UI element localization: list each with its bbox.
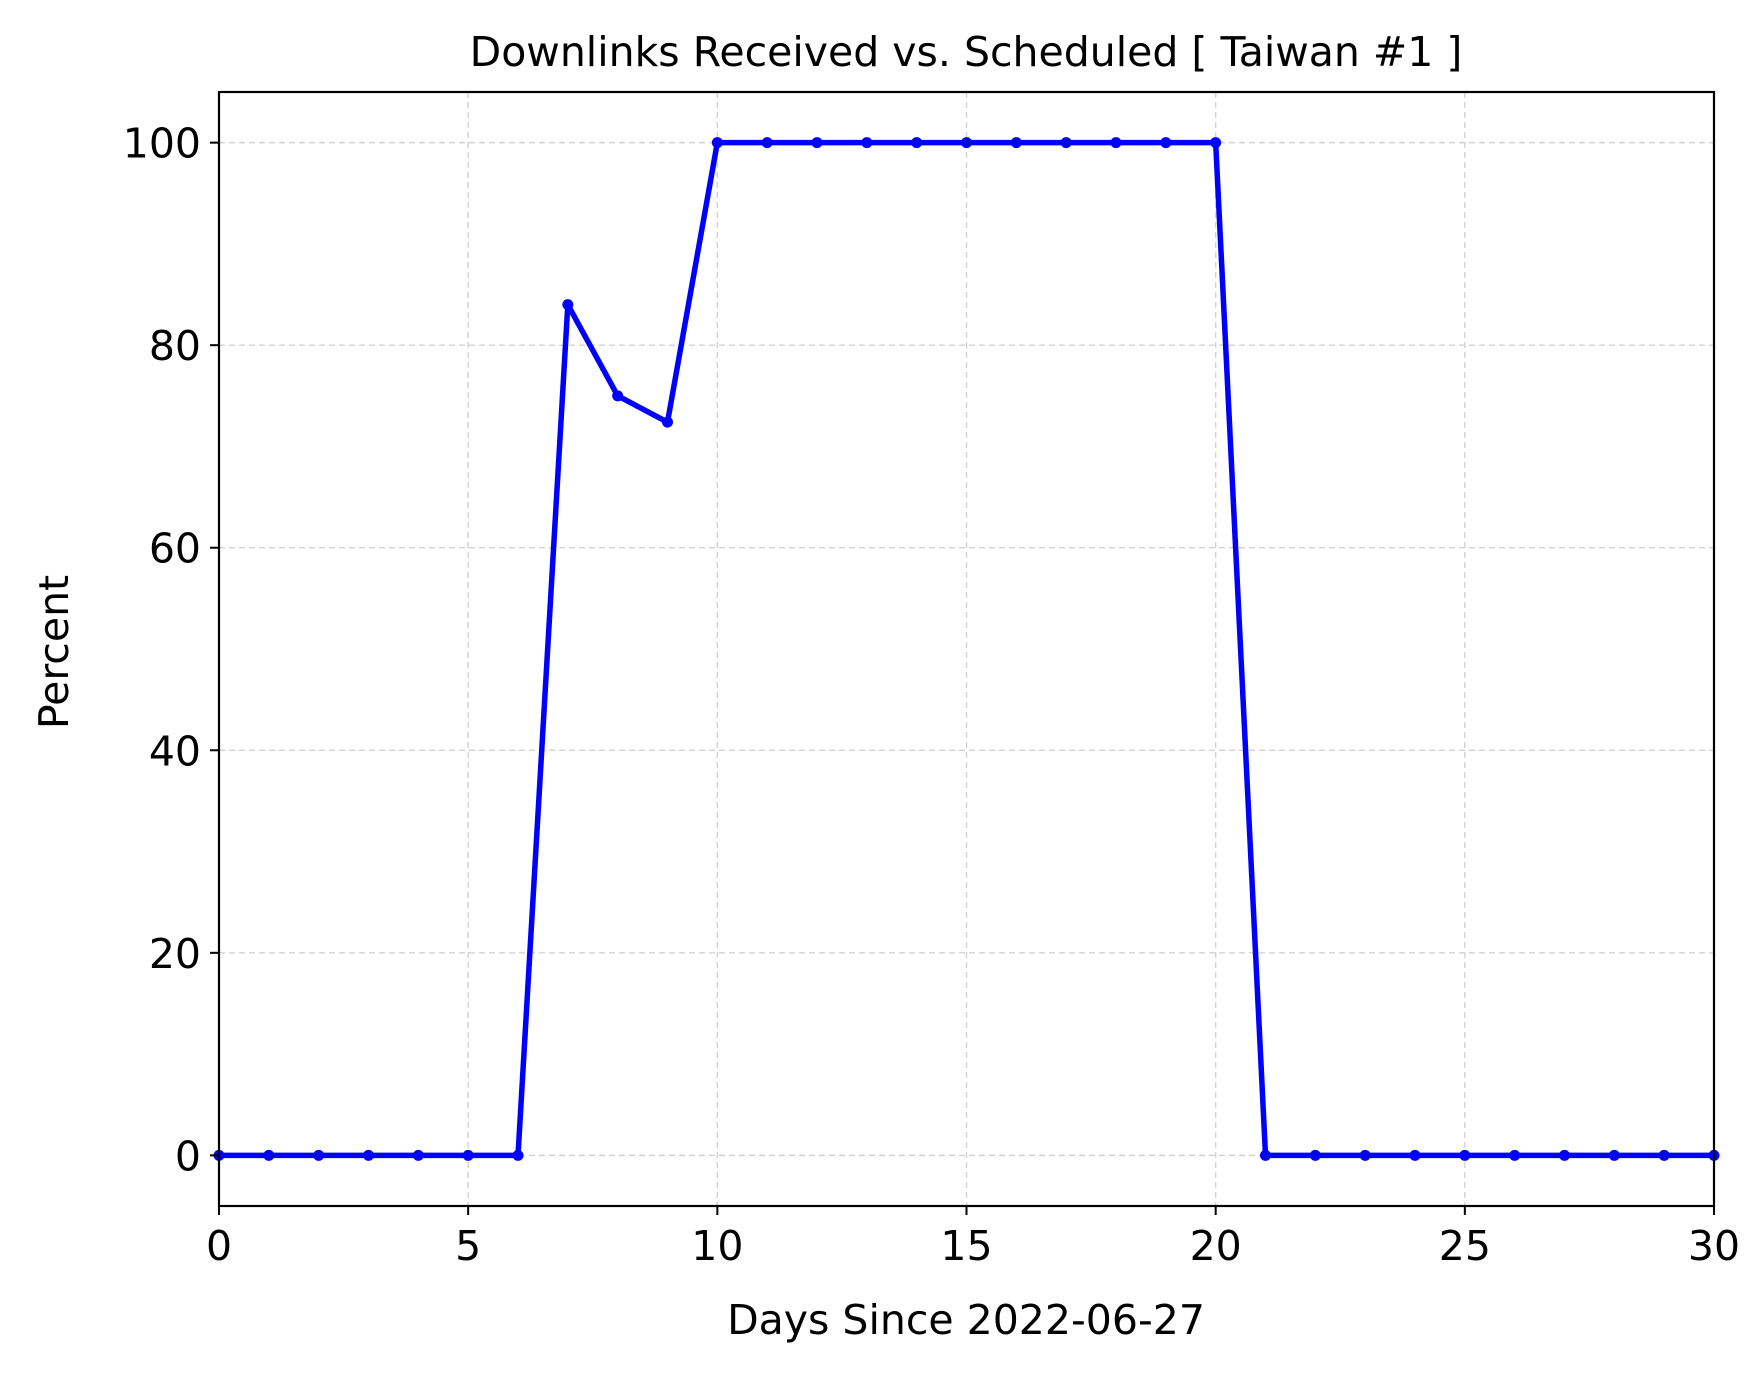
data-point: [711, 137, 723, 149]
data-point: [1459, 1149, 1471, 1161]
data-point: [861, 137, 873, 149]
data-point: [263, 1149, 275, 1161]
data-point: [1409, 1149, 1421, 1161]
data-point: [562, 299, 574, 311]
data-point: [1658, 1149, 1670, 1161]
axes-frame: [217, 90, 1716, 1208]
tick-layer: 0 5 10 15 20 25 30 0 20 40 60 80 100: [123, 120, 1740, 1270]
grid-layer: [218, 92, 1715, 1206]
x-tick-label: 20: [1190, 1222, 1242, 1270]
data-point: [313, 1149, 325, 1161]
data-point: [1309, 1149, 1321, 1161]
data-point: [462, 1149, 474, 1161]
x-tick-label: 5: [455, 1222, 481, 1270]
y-tick-label: 20: [149, 930, 201, 978]
data-point: [1060, 137, 1072, 149]
data-point: [412, 1149, 424, 1161]
data-point: [1110, 137, 1122, 149]
x-tick-label: 30: [1688, 1222, 1740, 1270]
data-point: [363, 1149, 374, 1161]
data-point: [1160, 137, 1172, 149]
x-axis-label: Days Since 2022-06-27: [727, 1296, 1205, 1344]
y-tick-label: 80: [149, 322, 201, 370]
y-axis-label: Percent: [30, 575, 78, 729]
data-point: [612, 390, 624, 402]
x-tick-label: 10: [691, 1222, 743, 1270]
data-point: [811, 137, 823, 149]
y-tick-label: 40: [149, 727, 201, 775]
data-point: [1260, 1149, 1271, 1161]
y-tick-label: 0: [175, 1132, 201, 1180]
data-point: [1509, 1149, 1521, 1161]
y-tick-label: 60: [149, 525, 201, 573]
data-point: [1559, 1149, 1570, 1161]
data-point: [662, 416, 673, 428]
x-tick-label: 15: [940, 1222, 992, 1270]
series-layer: [213, 137, 1720, 1161]
chart-title: Downlinks Received vs. Scheduled [ Taiwa…: [470, 28, 1463, 76]
data-point: [512, 1149, 524, 1161]
data-point: [1210, 137, 1222, 149]
y-tick-label: 100: [123, 120, 201, 168]
data-point: [911, 137, 923, 149]
x-tick-label: 0: [206, 1222, 232, 1270]
x-tick-label: 25: [1439, 1222, 1491, 1270]
data-point: [1608, 1149, 1620, 1161]
data-point: [961, 137, 972, 149]
data-point: [1010, 137, 1022, 149]
data-point: [761, 137, 773, 149]
data-point: [1359, 1149, 1371, 1161]
